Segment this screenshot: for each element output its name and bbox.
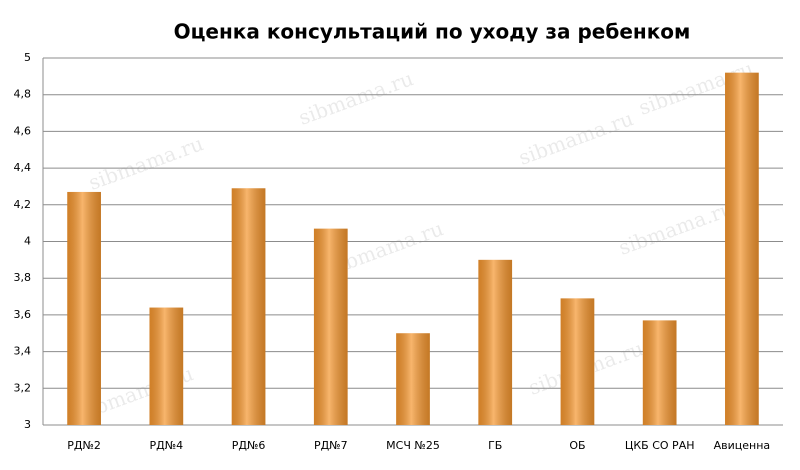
x-tick-label: РД№6 (232, 439, 266, 452)
chart-title: Оценка консультаций по уходу за ребенком (174, 20, 691, 44)
y-tick-label: 4,2 (14, 198, 32, 211)
y-tick-label: 3,6 (14, 308, 32, 321)
bar-shade (149, 307, 184, 425)
x-tick-label: РД№4 (149, 439, 183, 452)
bar-shade (231, 188, 266, 425)
watermark: sibmama.ru (85, 131, 206, 195)
watermark: sibmama.ru (515, 106, 636, 170)
x-tick-label: ЦКБ СО РАН (625, 439, 695, 452)
y-tick-label: 3,8 (14, 271, 32, 284)
y-tick-label: 3,2 (14, 381, 32, 394)
y-tick-label: 4,4 (14, 161, 32, 174)
bar-shade (642, 320, 677, 425)
bar-shade (396, 333, 430, 425)
x-tick-label: ОБ (569, 439, 585, 452)
bar-shade (725, 72, 759, 426)
x-tick-label: РД№2 (67, 439, 101, 452)
watermark: sibmama.ru (295, 66, 416, 130)
x-tick-label: РД№7 (314, 439, 348, 452)
x-tick-label: Авиценна (714, 439, 771, 452)
bar-shade (313, 228, 348, 425)
bar-shade (560, 298, 595, 425)
y-tick-label: 4 (24, 235, 31, 248)
bar-shade (67, 191, 101, 425)
y-tick-label: 3 (24, 418, 31, 431)
y-tick-label: 4,8 (14, 88, 32, 101)
bar-shade (478, 259, 513, 425)
watermark: sibmama.ru (615, 196, 736, 260)
y-tick-label: 5 (24, 51, 31, 64)
y-tick-label: 3,4 (14, 345, 32, 358)
y-tick-label: 4,6 (14, 124, 32, 137)
x-tick-label: МСЧ №25 (386, 439, 440, 452)
x-tick-label: ГБ (488, 439, 502, 452)
